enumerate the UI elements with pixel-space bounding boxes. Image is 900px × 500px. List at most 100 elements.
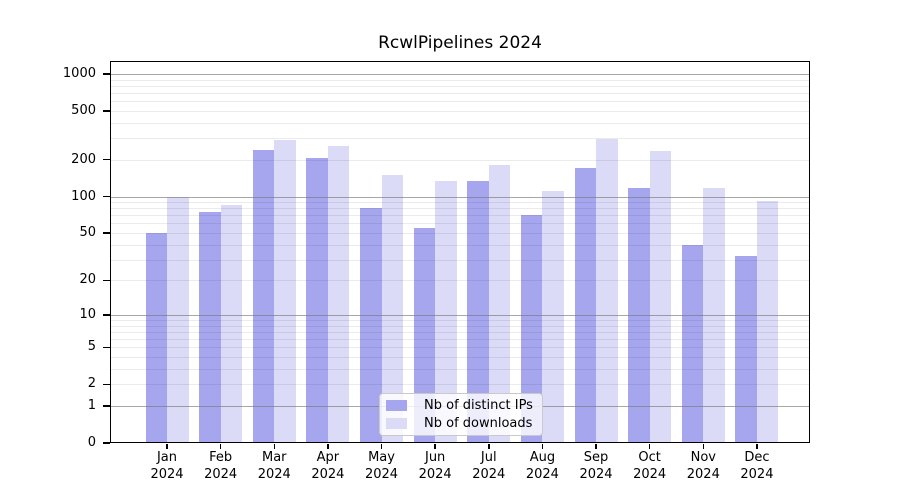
y-tick-label-50: 50	[79, 224, 96, 240]
gridline-minor	[110, 232, 810, 234]
gridline-minor	[110, 101, 810, 103]
y-tick-mark-0	[103, 442, 110, 444]
x-tick-label-apr: Apr 2024	[311, 450, 345, 482]
y-tick-label-10: 10	[79, 306, 96, 322]
y-tick-label-200: 200	[71, 151, 96, 167]
bar-downloads-apr	[327, 145, 350, 443]
gridline-minor	[110, 223, 810, 225]
y-tick-label-2: 2	[87, 376, 96, 392]
x-tick-label-sep: Sep 2024	[579, 450, 613, 482]
chart-title: RcwlPipelines 2024	[378, 33, 542, 53]
y-tick-mark-20	[103, 279, 110, 282]
y-tick-label-1: 1	[87, 397, 96, 413]
y-tick-mark-5	[103, 346, 110, 349]
bar-distinct-ips-feb	[199, 211, 221, 443]
gridline-minor	[110, 208, 810, 210]
gridline-major	[110, 196, 810, 198]
x-tick-label-oct: Oct 2024	[633, 450, 667, 482]
x-tick-label-feb: Feb 2024	[204, 450, 238, 482]
gridline-minor	[110, 331, 810, 333]
gridline-minor	[110, 110, 810, 112]
bar-distinct-ips-sep	[574, 167, 597, 443]
bar-distinct-ips-jun	[413, 228, 436, 443]
y-tick-label-1000: 1000	[62, 66, 96, 81]
y-tick-mark-50	[103, 232, 110, 234]
x-tick-mark-mar	[273, 444, 275, 449]
x-tick-mark-jul	[488, 444, 490, 449]
bar-downloads-jun	[435, 180, 457, 443]
legend-row-distinct-ips: Nb of distinct IPs	[380, 397, 542, 414]
legend: Nb of distinct IPs Nb of downloads	[379, 393, 543, 436]
y-tick-mark-100	[103, 195, 110, 198]
x-tick-mark-feb	[219, 444, 222, 449]
gridline-minor	[110, 138, 810, 140]
bar-downloads-mar	[274, 139, 296, 443]
bar-distinct-ips-aug	[520, 215, 543, 443]
y-tick-mark-1	[103, 405, 110, 407]
gridline-minor	[110, 259, 810, 261]
gridline-minor	[110, 85, 810, 87]
gridline-minor	[110, 215, 810, 217]
gridline-minor	[110, 368, 810, 370]
x-tick-mark-dec	[756, 444, 758, 449]
bar-distinct-ips-apr	[306, 158, 328, 443]
bar-distinct-ips-dec	[735, 256, 757, 443]
bar-downloads-jul	[488, 165, 511, 443]
y-tick-mark-200	[103, 158, 110, 161]
x-tick-mark-sep	[595, 444, 597, 449]
x-tick-mark-may	[380, 444, 383, 449]
x-tick-mark-jun	[434, 444, 436, 449]
bar-distinct-ips-jul	[467, 181, 489, 443]
gridline-minor	[110, 202, 810, 204]
x-tick-label-mar: Mar 2024	[257, 450, 291, 482]
y-tick-mark-2	[103, 383, 110, 386]
gridline-minor	[110, 357, 810, 359]
bar-downloads-aug	[542, 191, 564, 443]
legend-label-downloads: Nb of downloads	[424, 416, 533, 432]
y-tick-label-20: 20	[79, 272, 96, 288]
gridline-minor	[110, 79, 810, 81]
gridline-major	[110, 314, 810, 316]
gridline-minor	[110, 122, 810, 124]
gridline-minor	[110, 347, 810, 349]
x-tick-label-dec: Dec 2024	[740, 450, 774, 482]
legend-row-downloads: Nb of downloads	[380, 415, 542, 432]
gridline-major	[110, 74, 810, 75]
bar-downloads-feb	[220, 205, 243, 443]
bar-downloads-dec	[756, 200, 779, 443]
y-tick-label-100: 100	[71, 188, 96, 204]
bar-distinct-ips-nov	[681, 244, 704, 443]
x-tick-mark-jan	[166, 444, 168, 449]
bar-downloads-jan	[167, 196, 189, 443]
y-tick-label-500: 500	[71, 102, 96, 118]
bar-downloads-may	[381, 175, 404, 443]
bars-layer	[110, 61, 810, 443]
legend-swatch-downloads	[386, 418, 407, 430]
gridline-minor	[110, 93, 810, 95]
x-tick-label-may: May 2024	[364, 450, 399, 482]
gridline-minor	[110, 339, 810, 341]
x-tick-label-jun: Jun 2024	[418, 450, 452, 482]
x-tick-label-nov: Nov 2024	[686, 450, 720, 482]
gridline-minor	[110, 384, 810, 386]
y-tick-label-5: 5	[87, 339, 96, 355]
gridline-minor	[110, 244, 810, 246]
bar-downloads-oct	[649, 151, 672, 443]
gridline-minor	[110, 320, 810, 322]
y-tick-mark-500	[103, 110, 110, 112]
x-tick-mark-aug	[541, 444, 544, 449]
grid-layer	[110, 61, 810, 443]
x-tick-mark-nov	[702, 444, 705, 449]
y-tick-mark-1000	[103, 73, 110, 75]
x-tick-label-jan: Jan 2024	[150, 450, 184, 482]
x-tick-label-jul: Jul 2024	[472, 450, 506, 482]
bar-downloads-sep	[596, 139, 618, 443]
bar-distinct-ips-mar	[252, 150, 275, 443]
bar-distinct-ips-jan	[145, 232, 167, 443]
x-tick-label-aug: Aug 2024	[525, 450, 559, 482]
x-tick-mark-oct	[648, 444, 651, 449]
x-tick-mark-apr	[327, 444, 329, 449]
gridline-minor	[110, 325, 810, 327]
legend-swatch-distinct-ips	[386, 399, 407, 411]
